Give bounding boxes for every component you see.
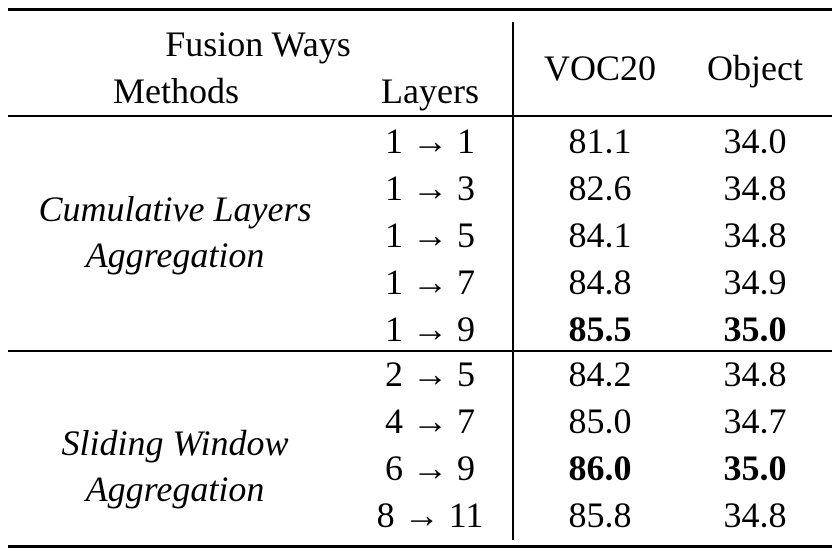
table-row: 1 → 1 81.1 34.0 [0,118,840,165]
layers-cell: 1 → 7 [385,262,475,302]
layers-cell: 1 → 3 [385,168,475,208]
voc20-cell: 85.8 [568,495,632,535]
table-row: 1 → 7 84.8 34.9 [0,259,840,306]
layers-cell: 4 → 7 [385,401,475,441]
header-voc20: VOC20 [543,48,656,88]
group-label-line1: Cumulative Layers [38,189,312,229]
voc20-cell: 84.2 [568,354,632,394]
layers-cell: 6 → 9 [385,448,475,488]
object-cell: 34.9 [723,262,787,302]
header-rule [8,115,832,117]
header-fusion-ways: Fusion Ways [165,24,351,64]
column-divider [512,22,514,540]
table-row: 1 → 5 84.1 34.8 [0,212,840,259]
group-label-line2: Aggregation [85,235,265,275]
header-object: Object [707,48,803,88]
table-row: 2 → 5 84.2 34.8 [0,351,840,398]
table-row: 8 → 11 85.8 34.8 [0,492,840,539]
layers-cell: 2 → 5 [385,354,475,394]
voc20-cell: 84.8 [568,262,632,302]
header-layers: Layers [381,71,479,111]
top-rule [8,8,832,11]
header-methods: Methods [113,71,239,111]
voc20-cell: 85.0 [568,401,632,441]
group-label-line1: Sliding Window [61,423,289,463]
voc20-cell: 86.0 [568,448,632,488]
voc20-cell: 81.1 [568,121,632,161]
group-label-sliding: Sliding Window Aggregation [15,420,335,512]
object-cell: 35.0 [723,309,787,349]
voc20-cell: 84.1 [568,215,632,255]
voc20-cell: 85.5 [568,309,632,349]
table-row: 1 → 9 85.5 35.0 [0,306,840,353]
object-cell: 34.8 [723,495,787,535]
layers-cell: 8 → 11 [376,495,484,535]
object-cell: 34.0 [723,121,787,161]
table-row: 4 → 7 85.0 34.7 [0,398,840,445]
layers-cell: 1 → 9 [385,309,475,349]
group-label-line2: Aggregation [85,469,265,509]
bottom-rule [8,545,832,548]
object-cell: 35.0 [723,448,787,488]
layers-cell: 1 → 1 [385,121,475,161]
object-cell: 34.8 [723,215,787,255]
object-cell: 34.8 [723,168,787,208]
object-cell: 34.7 [723,401,787,441]
table-row: 6 → 9 86.0 35.0 [0,445,840,492]
layers-cell: 1 → 5 [385,215,475,255]
voc20-cell: 82.6 [568,168,632,208]
table-row: 1 → 3 82.6 34.8 [0,165,840,212]
group-divider-rule [8,350,832,352]
object-cell: 34.8 [723,354,787,394]
group-label-cumulative: Cumulative Layers Aggregation [15,186,335,278]
